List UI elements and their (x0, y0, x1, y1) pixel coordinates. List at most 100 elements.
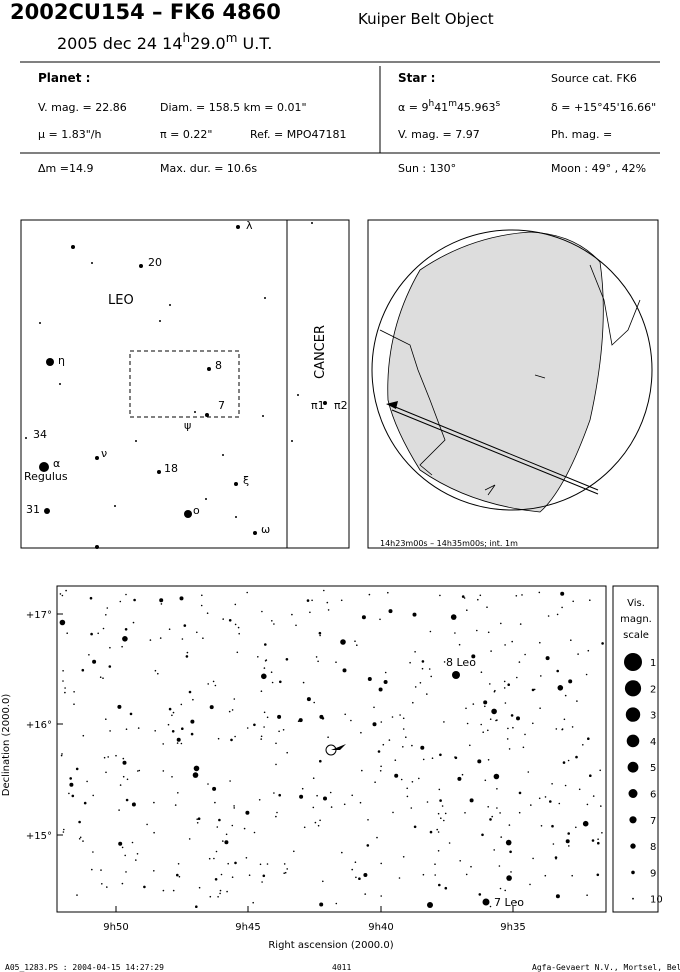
x-tick-label: 9h45 (235, 922, 260, 933)
field-star (377, 750, 381, 753)
field-star (411, 781, 414, 783)
finder-star (95, 545, 99, 549)
field-star (171, 714, 173, 717)
field-star (329, 791, 332, 794)
field-star (484, 705, 486, 708)
field-star (76, 894, 78, 896)
field-star (236, 651, 239, 654)
field-star (394, 773, 399, 778)
field-star (510, 871, 512, 873)
field-star (263, 711, 266, 714)
field-star (532, 857, 534, 860)
field-star (273, 623, 275, 625)
field-star (234, 861, 237, 865)
field-star (103, 756, 106, 759)
field-star (270, 671, 273, 673)
field-star (216, 826, 219, 828)
field-star (133, 802, 136, 804)
field-star (441, 805, 444, 807)
field-star (207, 683, 209, 685)
field-star (314, 821, 317, 824)
field-star (472, 703, 475, 705)
field-star (319, 634, 321, 637)
finder-star (139, 264, 143, 268)
section-label: Star : (398, 71, 435, 85)
field-star (411, 744, 413, 747)
field-star (119, 784, 122, 786)
field-star (422, 758, 425, 761)
field-star (62, 831, 65, 833)
field-star (589, 774, 592, 777)
field-star (291, 613, 293, 616)
field-star (538, 591, 541, 594)
field-star (466, 609, 468, 611)
field-star (556, 613, 559, 616)
field-star (518, 661, 521, 663)
field-star (132, 621, 135, 624)
field-star (330, 806, 333, 808)
field-star (78, 838, 81, 840)
field-star (263, 726, 265, 728)
field-star (388, 609, 393, 614)
field-star (82, 840, 84, 842)
field-star (355, 876, 357, 879)
field-star (478, 893, 482, 896)
field-star (89, 596, 93, 600)
field-star (500, 622, 502, 625)
field-star (454, 756, 458, 760)
field-star (83, 801, 87, 805)
field-star (302, 681, 305, 684)
globe-caption: 14h23m00s – 14h35m00s; int. 1m (380, 539, 518, 548)
field-star (60, 754, 63, 757)
field-star (309, 611, 311, 614)
field-star (351, 868, 354, 871)
field-star (179, 596, 184, 601)
coastline (379, 264, 641, 496)
field-star (273, 792, 275, 794)
field-star (491, 815, 494, 818)
field-star (429, 830, 433, 834)
legend-dot (624, 680, 642, 697)
field-star (361, 769, 363, 772)
field-star (335, 661, 337, 663)
field-star (394, 759, 397, 761)
field-star (231, 876, 234, 878)
field-star (275, 763, 277, 766)
field-star (380, 721, 383, 723)
field-star (82, 734, 85, 737)
field-star (253, 723, 256, 727)
field-star (233, 805, 235, 807)
field-star (586, 894, 588, 896)
field-star (109, 730, 111, 732)
field-star (176, 742, 179, 744)
field-star (283, 863, 286, 865)
field-star (225, 833, 228, 836)
field-star (65, 589, 67, 592)
field-star (311, 599, 313, 602)
field-star (88, 654, 90, 656)
field-star (571, 874, 573, 877)
field-star (202, 637, 204, 639)
field-star (126, 778, 129, 781)
field-star (188, 838, 191, 840)
field-star (459, 860, 462, 862)
field-star (61, 594, 64, 597)
field-star (544, 796, 547, 798)
field-star (109, 646, 111, 649)
field-star (266, 863, 269, 865)
field-star (197, 817, 201, 820)
field-star (562, 761, 566, 764)
finder-star (71, 245, 75, 249)
date-part: 29.0 (190, 34, 226, 53)
date-part: U.T. (237, 34, 272, 53)
field-star (518, 791, 522, 795)
field-star (71, 794, 75, 798)
field-star (469, 744, 471, 747)
field-star (137, 727, 140, 729)
field-star (59, 593, 62, 595)
y-tick-label: +17° (26, 610, 52, 621)
field-star (264, 643, 267, 646)
field-star (162, 770, 165, 772)
field-star (137, 770, 139, 772)
field-star (177, 863, 180, 865)
